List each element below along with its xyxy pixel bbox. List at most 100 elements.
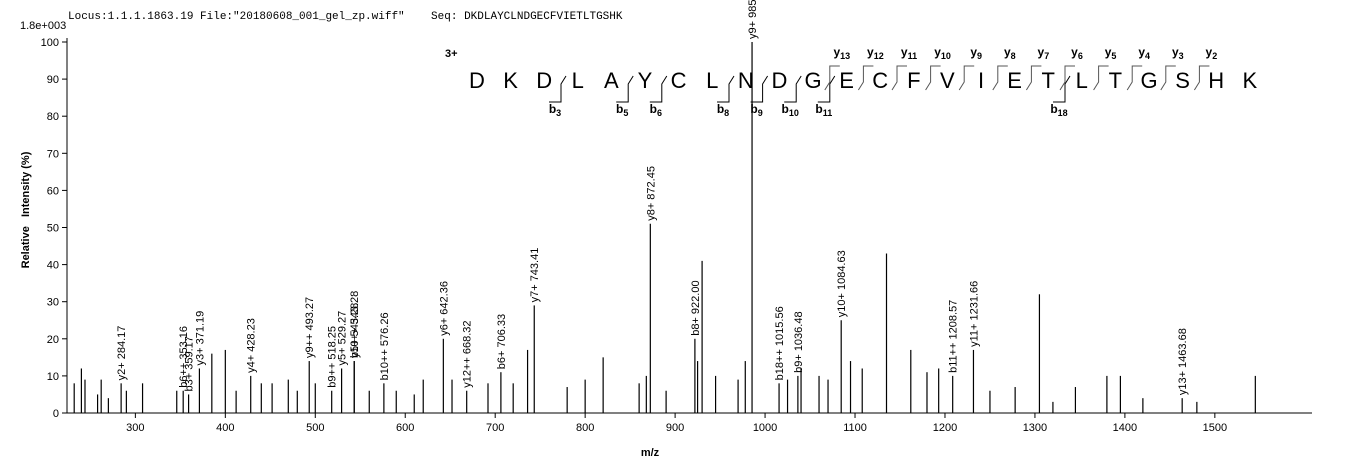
- ion-label: y4: [1138, 45, 1150, 61]
- residue: T: [1041, 68, 1054, 93]
- x-tick-label: 1500: [1203, 422, 1227, 434]
- residue: H: [1208, 68, 1224, 93]
- residue: K: [1242, 68, 1257, 93]
- y-tick-label: 70: [47, 148, 59, 160]
- y-tick-label: 60: [47, 185, 59, 197]
- b-ion-bracket: [817, 75, 836, 103]
- residue: V: [940, 68, 955, 93]
- y-ion-bracket: [1059, 65, 1075, 91]
- y-ion-bracket: [824, 65, 840, 91]
- residue: K: [503, 68, 518, 93]
- ion-label: b5: [616, 102, 628, 118]
- residue: D: [771, 68, 787, 93]
- peak-label: b9++ 518.25: [327, 326, 339, 388]
- residue: N: [738, 68, 754, 93]
- ion-label: y9: [970, 45, 982, 61]
- residue: T: [1109, 68, 1122, 93]
- y-tick-label: 90: [47, 74, 59, 86]
- ion-label: y11: [901, 45, 917, 61]
- peak-label: y13+ 1463.68: [1177, 328, 1189, 395]
- y-ion-bracket: [1160, 65, 1176, 91]
- y-tick-label: 40: [47, 260, 59, 272]
- peak-label: b6+ 706.33: [496, 314, 508, 369]
- x-tick-label: 500: [306, 422, 324, 434]
- x-tick-label: 900: [666, 422, 684, 434]
- ion-label: y6: [1071, 45, 1083, 61]
- x-axis-label: m/z: [641, 447, 660, 459]
- residue: C: [872, 68, 888, 93]
- peak-label: b8+ 922.00: [690, 280, 702, 335]
- ion-label: b8: [717, 102, 729, 118]
- b-ion-bracket: [750, 75, 769, 103]
- residue: E: [839, 68, 854, 93]
- x-tick-label: 1100: [843, 422, 867, 434]
- y-axis-label: Relative Intensity (%): [20, 151, 32, 268]
- peak-label: y3+ 371.19: [194, 311, 206, 366]
- peak-label: y2+ 284.17: [116, 326, 128, 381]
- x-tick-label: 1200: [933, 422, 957, 434]
- peak-label: y7+ 743.41: [529, 248, 541, 303]
- y-ion-bracket: [1126, 65, 1143, 91]
- x-tick-label: 1000: [753, 422, 777, 434]
- residue: C: [671, 68, 687, 93]
- x-tick-label: 800: [576, 422, 594, 434]
- b-ion-bracket: [549, 75, 567, 103]
- ion-label: b18: [1050, 102, 1067, 118]
- y-tick-label: 30: [47, 297, 59, 309]
- ion-label: y8: [1004, 45, 1016, 61]
- b-ion-bracket: [616, 75, 634, 103]
- peak-label: y9++ 493.27: [304, 297, 316, 358]
- peak-label: y5+ 529.27: [337, 311, 349, 366]
- y-tick-label: 80: [47, 111, 59, 123]
- residue: D: [536, 68, 552, 93]
- residue: G: [804, 68, 821, 93]
- y-ion-bracket: [1025, 65, 1042, 91]
- scale-label: 1.8e+003: [20, 20, 66, 32]
- y-tick-label: 50: [47, 223, 59, 235]
- y-ion-bracket: [992, 65, 1008, 91]
- residue: S: [1175, 68, 1190, 93]
- peak-label: y8+ 872.45: [645, 166, 657, 221]
- y-tick-label: 10: [47, 371, 59, 383]
- ion-label: b3: [549, 102, 561, 118]
- y-ion-bracket: [925, 65, 941, 91]
- peak-label: y10+ 1084.63: [836, 250, 848, 317]
- y-ion-bracket: [891, 65, 907, 91]
- x-tick-label: 700: [486, 422, 504, 434]
- y-ion-bracket: [1193, 65, 1210, 91]
- residue: E: [1007, 68, 1022, 93]
- residue: L: [1076, 68, 1088, 93]
- charge: 3+: [445, 48, 458, 60]
- ion-label: y5: [1105, 45, 1117, 61]
- residue: Y: [638, 68, 653, 93]
- y-tick-label: 0: [53, 408, 59, 420]
- residue: L: [706, 68, 718, 93]
- residue: D: [469, 68, 485, 93]
- residue: L: [572, 68, 584, 93]
- b-ion-bracket: [1053, 75, 1071, 103]
- peak-label: y10++ 543.28: [349, 291, 361, 358]
- x-tick-label: 400: [216, 422, 234, 434]
- peak-label: y12++ 668.32: [462, 320, 474, 387]
- peak-label: y6+ 642.36: [438, 281, 450, 336]
- y-ion-bracket: [1093, 65, 1109, 91]
- y-ion-bracket: [958, 65, 975, 91]
- b-ion-bracket: [649, 75, 668, 103]
- peak-label: b3+ 359.17: [184, 336, 196, 391]
- ion-label: y7: [1038, 45, 1050, 61]
- y-tick-label: 20: [47, 334, 59, 346]
- ion-label: b11: [815, 102, 832, 118]
- residue: F: [907, 68, 920, 93]
- residue: G: [1140, 68, 1157, 93]
- y-ion-bracket: [857, 65, 874, 91]
- ion-label: b9: [750, 102, 762, 118]
- ion-label: b6: [650, 102, 662, 118]
- peak-label: b10++ 576.26: [379, 312, 391, 380]
- b-ion-bracket: [717, 75, 735, 103]
- header: Locus:1.1.1.1863.19 File:"20180608_001_g…: [68, 11, 623, 23]
- peak-label: y4+ 428.23: [246, 318, 258, 373]
- x-tick-label: 600: [396, 422, 414, 434]
- ion-label: b10: [782, 102, 799, 118]
- residue: A: [604, 68, 619, 93]
